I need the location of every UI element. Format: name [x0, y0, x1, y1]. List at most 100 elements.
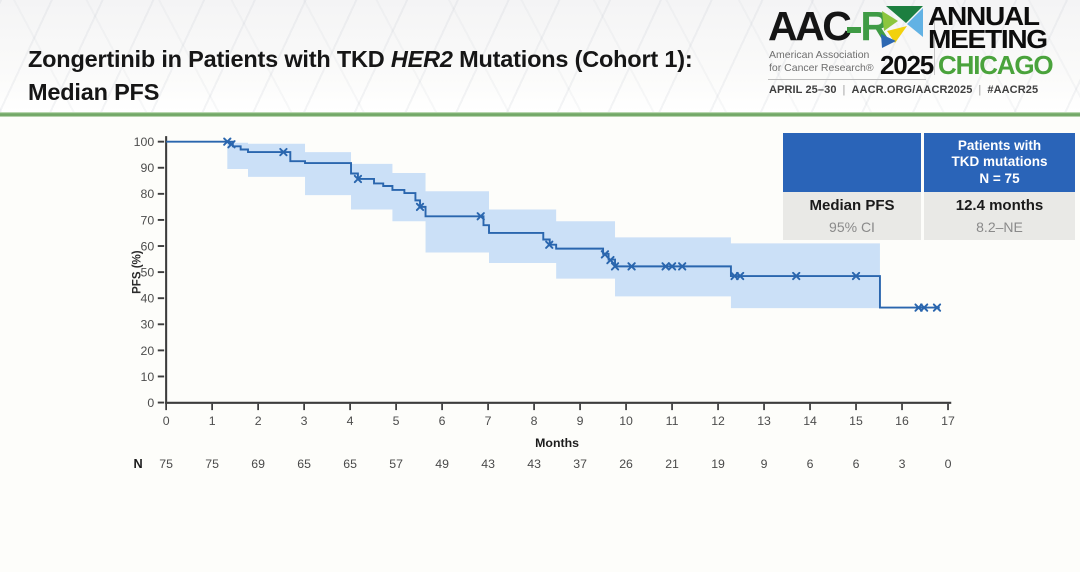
aacr-org-line1: American Association — [769, 49, 870, 61]
logo-divider-horizontal — [768, 79, 926, 80]
y-tick-label: 30 — [141, 318, 155, 332]
at-risk-count: 26 — [619, 457, 633, 471]
x-tick-label: 10 — [619, 414, 633, 428]
at-risk-count: 65 — [297, 457, 311, 471]
y-tick-label: 20 — [141, 344, 155, 358]
at-risk-count: 9 — [761, 457, 768, 471]
stats-table-body: Median PFS 95% CI 12.4 months 8.2–NE — [783, 192, 1075, 240]
y-tick-label: 10 — [141, 370, 155, 384]
cohort-header-n: N = 75 — [979, 170, 1020, 186]
meeting-city: CHICAGO — [938, 50, 1054, 80]
km-curve — [166, 140, 940, 309]
aacr-wordmark: AAC R — [768, 3, 890, 50]
stats-column-gap — [921, 133, 924, 192]
y-tick-label: 70 — [141, 213, 155, 227]
title-line-2: Median PFS — [28, 78, 160, 105]
x-tick-label: 2 — [255, 414, 262, 428]
tagline-url: AACR.ORG/AACR2025 — [851, 84, 973, 96]
x-ticks: 0 1 2 3 4 5 6 7 8 9 10 11 12 13 14 15 16 17 — [163, 403, 955, 428]
censor-mark — [545, 240, 554, 249]
stats-column-gap — [921, 192, 924, 240]
header-band — [0, 0, 1080, 112]
y-tick-label: 80 — [141, 187, 155, 201]
cohort-header-line1: Patients with — [957, 137, 1042, 153]
x-tick-label: 13 — [757, 414, 771, 428]
censor-mark — [851, 271, 861, 281]
title-text-2: Mutations (Cohort 1): — [452, 45, 693, 72]
at-risk-count: 43 — [481, 457, 495, 471]
stats-header-cohort-cell: Patients with TKD mutations N = 75 — [924, 133, 1075, 192]
y-tick-label: 0 — [147, 396, 154, 410]
x-tick-label: 3 — [301, 414, 308, 428]
x-tick-label: 5 — [393, 414, 400, 428]
stats-label-cell: Median PFS 95% CI — [783, 192, 921, 240]
at-risk-count: 19 — [711, 457, 725, 471]
aacr-green-bar — [847, 27, 862, 33]
aacr-org-line2: for Cancer Research® — [769, 62, 874, 74]
x-tick-label: 4 — [347, 414, 354, 428]
ci-value: 8.2–NE — [976, 219, 1023, 235]
median-pfs-label: Median PFS — [809, 197, 895, 214]
censor-mark — [919, 303, 929, 312]
tagline-date: APRIL 25–30 — [769, 84, 837, 96]
tagline-separator: | — [978, 84, 982, 96]
aacr-org-caption: American Association for Cancer Research… — [769, 49, 874, 75]
logo-divider-vertical — [934, 9, 935, 75]
km-chart-region: 0 10 20 30 40 50 60 70 80 90 100 0 1 2 3 4 5 6 7 8 9 10 11 12 13… — [0, 117, 1080, 572]
y-tick-label: 60 — [141, 239, 155, 253]
y-tick-label: 90 — [141, 161, 155, 175]
censor-marks — [223, 137, 942, 312]
annual-meeting-text: ANNUAL MEETING — [928, 1, 1048, 54]
cohort-header-line2: TKD mutations — [951, 154, 1048, 170]
x-tick-label: 6 — [439, 414, 446, 428]
at-risk-count: 49 — [435, 457, 449, 471]
ci-label: 95% CI — [829, 219, 875, 235]
meeting-year: 2025 — [880, 50, 934, 80]
x-tick-label: 0 — [163, 414, 170, 428]
censor-mark — [932, 303, 942, 312]
x-tick-label: 16 — [895, 414, 909, 428]
green-divider — [0, 112, 1080, 117]
stats-header-blank-cell — [783, 133, 921, 192]
at-risk-count: 69 — [251, 457, 265, 471]
at-risk-count: 65 — [343, 457, 357, 471]
meeting-year-city: 2025 CHICAGO — [880, 50, 1076, 81]
x-tick-label: 9 — [577, 414, 584, 428]
x-tick-label: 12 — [711, 414, 725, 428]
at-risk-count: 75 — [159, 457, 173, 471]
censor-mark — [223, 137, 232, 146]
title-gene-name: HER2 — [390, 45, 453, 72]
at-risk-count: 57 — [389, 457, 403, 471]
stats-table-header-row: Patients with TKD mutations N = 75 — [783, 133, 1075, 192]
censor-mark — [627, 262, 636, 271]
n-label: N — [134, 456, 143, 471]
censor-mark — [606, 255, 615, 265]
y-tick-label: 100 — [134, 135, 155, 149]
pfs-stats-table: Patients with TKD mutations N = 75 Media… — [783, 133, 1075, 240]
aacr-wordmark-black: AAC — [768, 3, 852, 49]
aacr-logo-lockup: AAC R American Association for Cancer Res… — [768, 1, 1076, 107]
x-tick-label: 15 — [849, 414, 863, 428]
annual-text: ANNUAL — [928, 1, 1040, 31]
at-risk-count: 43 — [527, 457, 541, 471]
censor-mark — [610, 262, 620, 271]
y-tick-label: 50 — [141, 265, 155, 279]
censor-mark — [279, 147, 288, 157]
censor-mark — [227, 140, 236, 149]
median-pfs-value: 12.4 months — [955, 197, 1044, 214]
y-ticks: 0 10 20 30 40 50 60 70 80 90 100 — [134, 135, 165, 410]
meeting-tagline: APRIL 25–30 | AACR.ORG/AACR2025 | #AACR25 — [769, 84, 1038, 96]
x-tick-label: 14 — [803, 414, 817, 428]
annual-meeting-logo: ANNUAL MEETING 2025 CHICAGO — [880, 1, 1076, 81]
at-risk-row: N 75 75 69 65 65 57 49 43 43 37 26 21 19 9 6 6 3 0 — [134, 456, 952, 471]
censor-mark — [661, 262, 670, 271]
censor-mark — [600, 250, 610, 259]
x-tick-label: 7 — [485, 414, 492, 428]
at-risk-count: 21 — [665, 457, 679, 471]
at-risk-count: 6 — [853, 457, 860, 471]
meeting-text: MEETING — [928, 24, 1048, 54]
at-risk-count: 75 — [205, 457, 219, 471]
x-tick-label: 8 — [531, 414, 538, 428]
